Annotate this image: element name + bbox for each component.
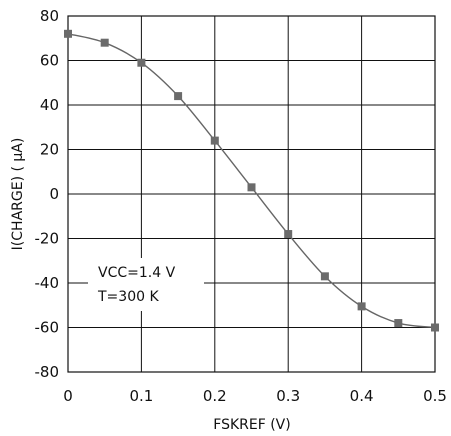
grid	[67, 15, 436, 373]
x-tick-label: 0.1	[129, 387, 153, 405]
y-tick-label: 40	[40, 96, 59, 114]
y-tick-label: 60	[40, 52, 59, 70]
x-axis-title: FSKREF (V)	[213, 417, 290, 433]
data-point-0	[64, 29, 72, 38]
x-tick-label: 0.4	[350, 387, 374, 405]
y-tick-label: -20	[35, 230, 60, 248]
data-point-7	[320, 272, 329, 281]
x-tick-label: 0.5	[423, 387, 447, 405]
data-markers	[64, 29, 439, 332]
y-tick-label: 20	[40, 141, 59, 159]
x-tick-label: 0.2	[203, 387, 227, 405]
y-axis-title: I(CHARGE) ( μA)	[10, 138, 26, 251]
x-tick-label: 0.3	[276, 387, 300, 405]
data-point-6	[284, 230, 293, 239]
y-tick-label: -80	[35, 363, 60, 381]
annotation-vcc: VCC=1.4 V	[98, 265, 176, 281]
y-tick-label: 80	[40, 7, 59, 25]
data-point-8	[357, 302, 366, 311]
data-point-2	[137, 58, 146, 67]
x-tick-label: 0	[63, 387, 73, 405]
y-tick-labels: 80 60 40 20 0 -20 -40 -60 -80	[35, 7, 60, 381]
y-tick-label: -60	[35, 319, 60, 337]
x-tick-labels: 0 0.1 0.2 0.3 0.4 0.5	[63, 387, 447, 405]
annotation-temp: T=300 K	[97, 289, 159, 305]
data-point-4	[210, 136, 219, 145]
annotation-box	[88, 258, 204, 311]
data-point-9	[394, 319, 403, 328]
data-point-1	[100, 38, 109, 47]
data-point-10	[431, 323, 439, 332]
plot-border	[67, 15, 436, 373]
y-tick-label: -40	[35, 274, 60, 292]
data-point-5	[247, 183, 256, 192]
data-point-3	[174, 92, 183, 101]
y-tick-label: 0	[49, 185, 59, 203]
plot-frame	[67, 15, 436, 373]
